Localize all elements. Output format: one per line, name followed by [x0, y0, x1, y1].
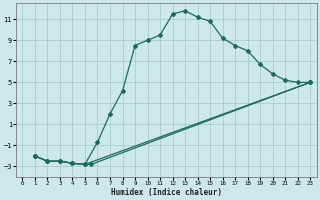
- X-axis label: Humidex (Indice chaleur): Humidex (Indice chaleur): [111, 188, 222, 197]
